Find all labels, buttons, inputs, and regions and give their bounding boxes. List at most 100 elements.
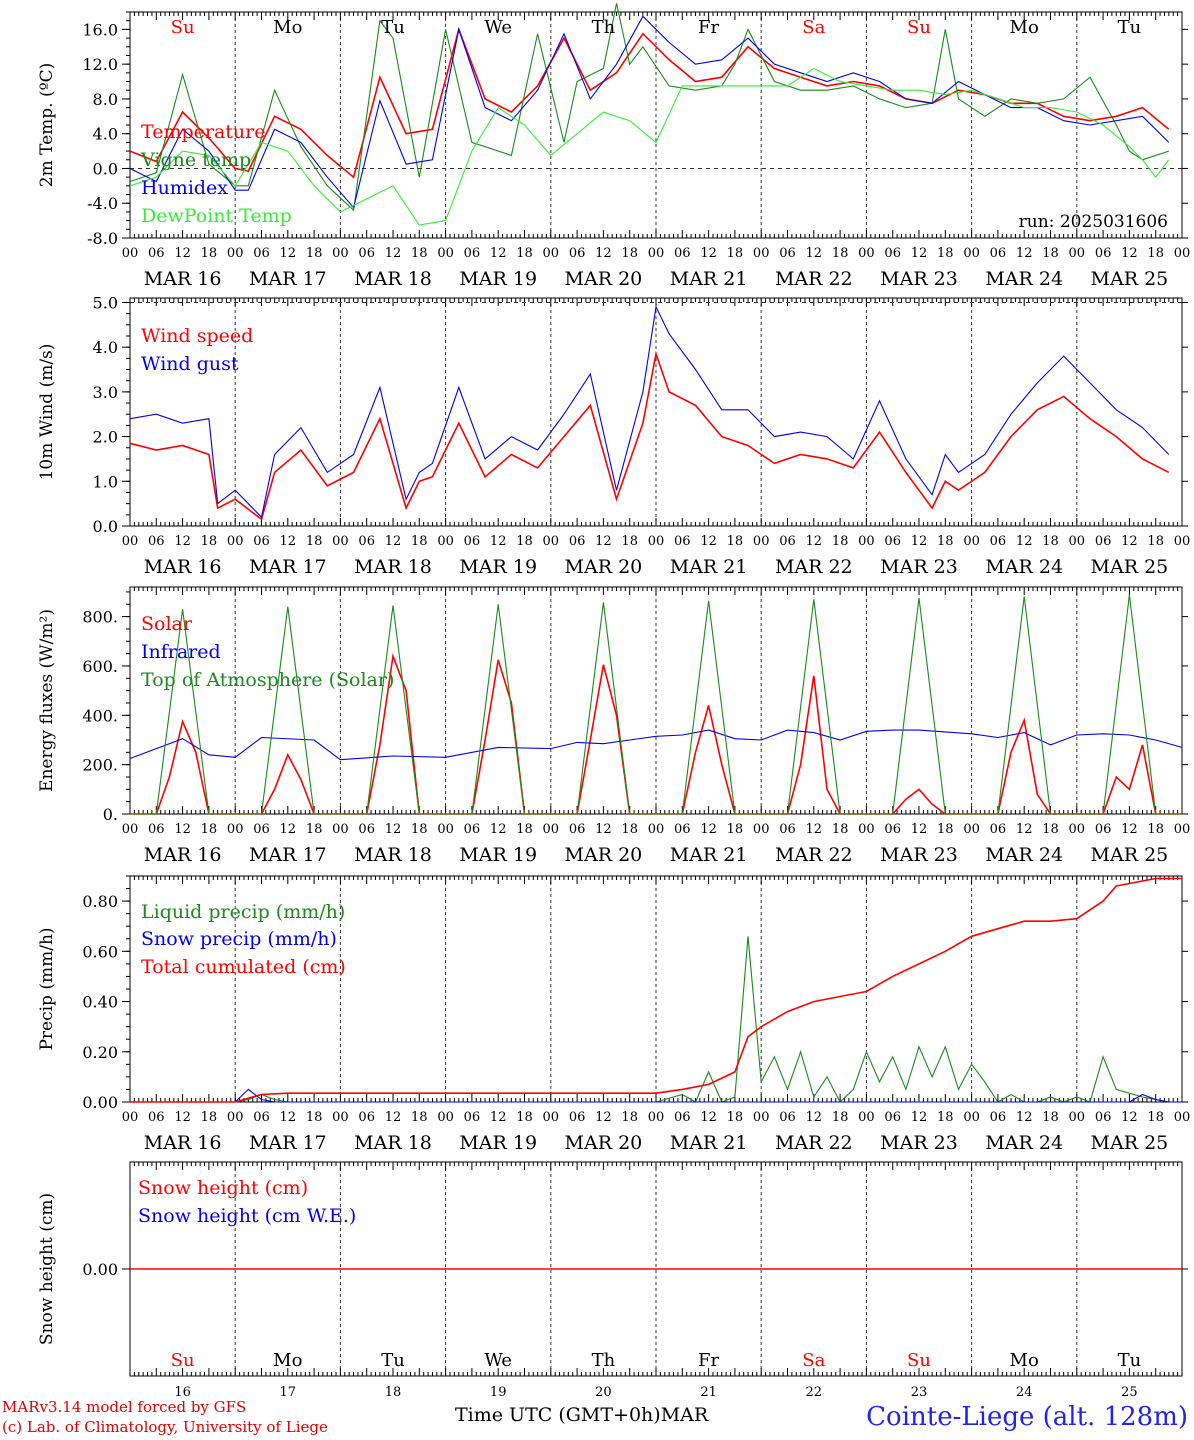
legend-green: Vigne temp (140, 149, 251, 171)
series-line-green (130, 594, 1182, 815)
hour-label: 18 (621, 534, 638, 549)
y-tick-label: -8.0 (87, 229, 118, 248)
hour-label: 00 (227, 246, 244, 261)
hour-label: 12 (490, 246, 507, 261)
legend-blue: Infrared (141, 641, 221, 663)
date-label: MAR 21 (670, 844, 748, 866)
series-line-red (129, 350, 1170, 521)
hour-label: 12 (174, 246, 191, 261)
hour-label: 00 (227, 534, 244, 549)
y-tick-label: 0.40 (82, 993, 118, 1012)
x-axis-title-text: Time UTC (GMT+0h) (455, 1404, 661, 1426)
date-label: MAR 25 (1091, 268, 1169, 290)
hour-label: 00 (227, 1110, 244, 1125)
date-label: MAR 19 (459, 1132, 537, 1154)
weekday-label: Fr (698, 1350, 719, 1371)
hour-label: 18 (516, 534, 533, 549)
hour-label: 00 (543, 822, 560, 837)
date-label: MAR 24 (985, 268, 1063, 290)
hour-label: 06 (1095, 246, 1112, 261)
y-tick-label: 0.60 (82, 942, 118, 961)
hour-label: 12 (595, 534, 612, 549)
weekday-label: Th (592, 1350, 616, 1371)
weekday-label: Sa (802, 17, 825, 38)
hour-label: 06 (674, 246, 691, 261)
legend-blue: Wind gust (141, 353, 239, 375)
hour-label: 06 (884, 246, 901, 261)
hour-label: 00 (437, 246, 454, 261)
y-tick-label: 0.80 (82, 892, 118, 911)
hour-label: 00 (648, 822, 665, 837)
hour-label: 06 (674, 822, 691, 837)
hour-label: 18 (937, 822, 954, 837)
hour-label: 00 (963, 1110, 980, 1125)
hour-label: 12 (911, 246, 928, 261)
legend-red: Solar (141, 613, 193, 635)
weekday-label: Tu (381, 1350, 405, 1371)
hour-label: 18 (1147, 246, 1164, 261)
panel-2 (122, 297, 1188, 527)
series-line-red (130, 877, 1182, 1103)
hour-label: 06 (464, 534, 481, 549)
weekday-label: Mo (273, 17, 302, 38)
legend-green: Liquid precip (mm/h) (141, 901, 345, 923)
y-axis-label: Snow height (cm) (37, 1193, 57, 1345)
weekday-label: We (484, 1350, 512, 1371)
hour-label: 18 (621, 246, 638, 261)
weekday-label: Su (907, 1350, 931, 1371)
date-label: MAR 24 (985, 556, 1063, 578)
hour-label: 06 (990, 246, 1007, 261)
hour-label: 18 (937, 534, 954, 549)
hour-label: 12 (595, 822, 612, 837)
hour-label: 12 (1016, 1110, 1033, 1125)
hour-label: 06 (884, 1110, 901, 1125)
hour-label: 12 (911, 1110, 928, 1125)
y-tick-label: 8.0 (93, 90, 118, 109)
run-label: run: 2025031606 (1019, 212, 1168, 232)
y-axis-label: 2m Temp. (ºC) (37, 63, 57, 188)
hour-label: 06 (674, 1110, 691, 1125)
hour-label: 06 (1095, 534, 1112, 549)
hour-label: 00 (963, 822, 980, 837)
hour-label: 18 (201, 822, 218, 837)
legend-blue: Snow height (cm W.E.) (138, 1205, 356, 1227)
hour-label: 06 (464, 246, 481, 261)
hour-label: 18 (306, 1110, 323, 1125)
date-label: MAR 21 (670, 1132, 748, 1154)
legend-red: Wind speed (141, 325, 253, 347)
date-label: MAR 18 (354, 1132, 432, 1154)
hour-label: 06 (148, 822, 165, 837)
hour-label: 00 (753, 534, 770, 549)
date-label: MAR 24 (985, 1132, 1063, 1154)
hour-label: 00 (543, 1110, 560, 1125)
weekday-label: Mo (1010, 1350, 1039, 1371)
hour-label: 06 (990, 822, 1007, 837)
hour-label: 06 (569, 822, 586, 837)
hour-label: 06 (253, 534, 270, 549)
date-label: MAR 18 (354, 268, 432, 290)
date-label: MAR 16 (144, 556, 222, 578)
hour-label: 12 (1121, 1110, 1138, 1125)
x-axis-title: Time UTC (GMT+0h)MAR (455, 1404, 708, 1426)
hour-label: 18 (832, 246, 849, 261)
hour-label: 18 (516, 822, 533, 837)
hour-label: 00 (332, 534, 349, 549)
date-label: MAR 18 (354, 844, 432, 866)
hour-label: 06 (884, 534, 901, 549)
hour-label: 18 (1042, 246, 1059, 261)
hour-label: 18 (832, 534, 849, 549)
y-tick-label: 4.0 (93, 125, 118, 144)
hour-label: 12 (1121, 246, 1138, 261)
day-number-label: 25 (1121, 1385, 1138, 1400)
hour-label: 00 (227, 822, 244, 837)
hour-label: 18 (201, 534, 218, 549)
y-axis-label: Energy fluxes (W/m²) (37, 609, 57, 792)
hour-label: 18 (306, 246, 323, 261)
hour-label: 00 (753, 246, 770, 261)
hour-label: 06 (358, 246, 375, 261)
hour-label: 00 (1174, 1110, 1191, 1125)
hour-label: 18 (306, 822, 323, 837)
hour-label: 12 (280, 246, 297, 261)
hour-label: 18 (201, 1110, 218, 1125)
y-tick-label: 5.0 (93, 293, 118, 312)
